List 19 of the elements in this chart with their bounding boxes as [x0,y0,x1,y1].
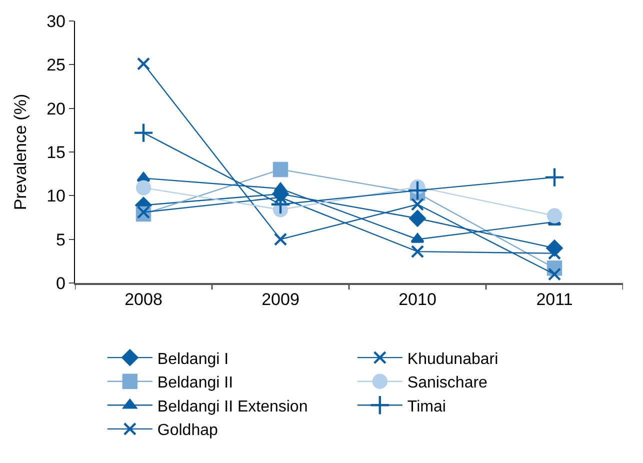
x-tick-label: 2009 [262,290,300,310]
y-tick-label: 30 [46,12,66,31]
legend-label: Sanischare [407,374,488,392]
legend-label: Khudunabari [407,350,498,368]
x-tick-label: 2008 [124,290,162,310]
legend-label: Beldangi II Extension [157,398,308,416]
legend-label: Beldangi II [157,374,234,392]
x-tick-label: 2011 [536,290,573,310]
y-tick-label: 0 [56,274,66,293]
y-tick-label: 10 [46,186,66,206]
legend-label: Beldangi I [157,350,229,368]
y-tick-label: 25 [46,56,66,75]
legend-label: Goldhap [157,422,218,440]
y-tick-label: 15 [46,142,66,162]
x-tick-label: 2010 [398,290,436,310]
legend-label: Timai [407,398,446,416]
y-tick-label: 20 [46,99,66,118]
y-tick-label: 5 [56,230,66,250]
y-axis-title: Prevalence (%) [11,94,30,210]
